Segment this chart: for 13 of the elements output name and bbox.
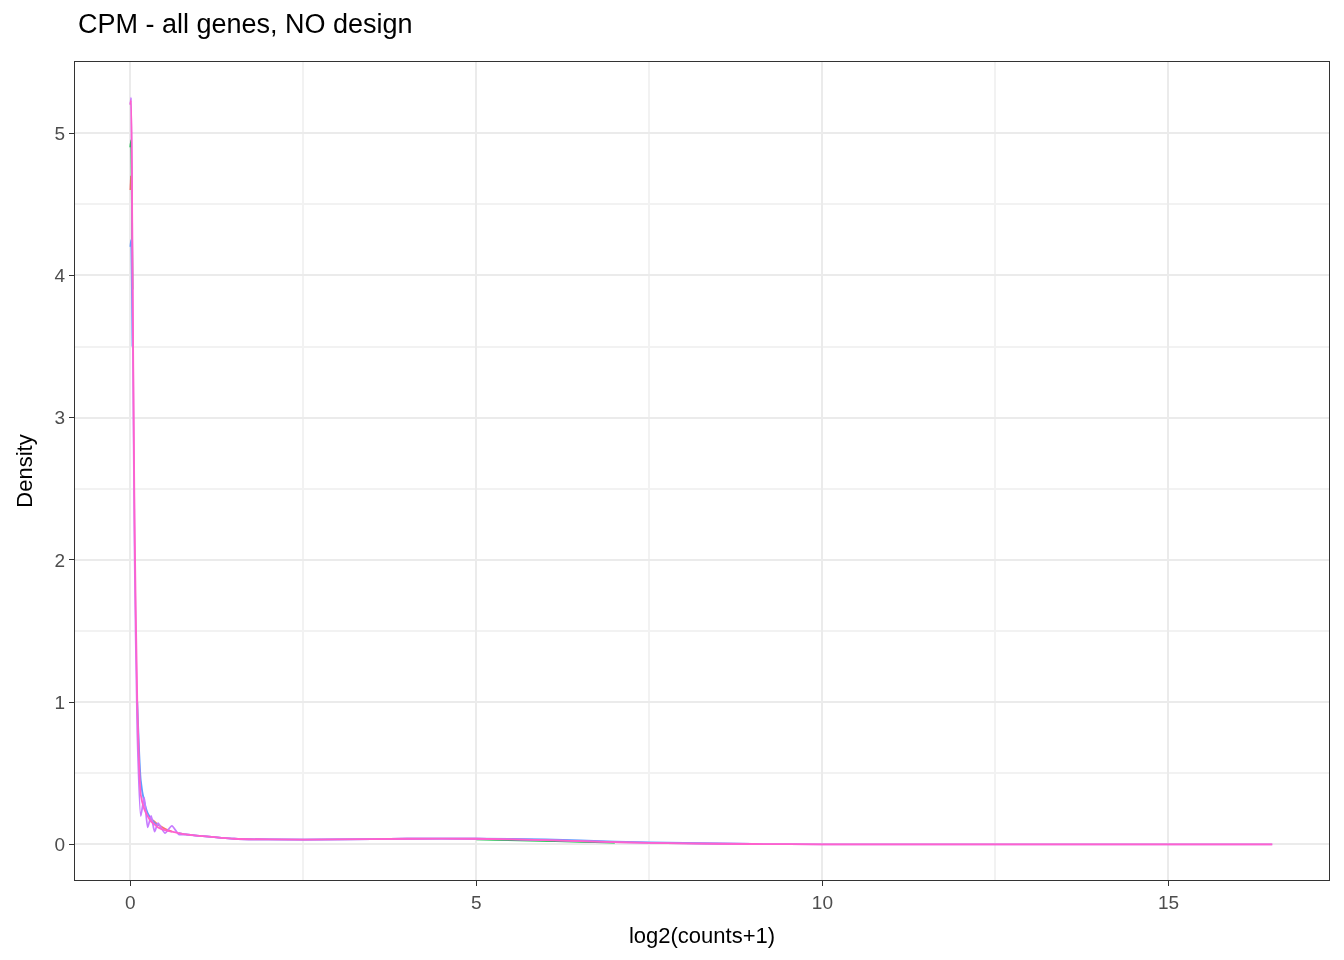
y-tick-label: 3 (54, 407, 66, 429)
y-tick-label: 2 (54, 549, 66, 571)
x-axis-title: log2(counts+1) (628, 922, 776, 948)
chart-title: CPM - all genes, NO design (77, 9, 413, 40)
x-tick-label: 5 (471, 891, 482, 913)
y-tick-label: 1 (54, 691, 66, 713)
y-tick-label: 5 (54, 122, 66, 144)
y-tick-label: 0 (54, 834, 66, 856)
x-tick-label: 0 (125, 891, 136, 913)
y-axis-title: Density (12, 434, 38, 508)
y-tick-label: 4 (54, 265, 66, 287)
x-tick-label: 10 (811, 891, 833, 913)
x-tick-label: 15 (1157, 891, 1180, 913)
